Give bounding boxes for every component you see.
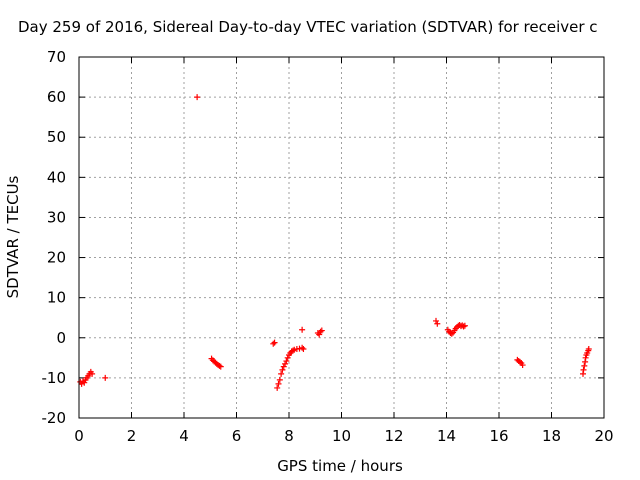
data-point — [271, 339, 278, 346]
y-tick-label: 0 — [56, 329, 66, 347]
x-tick-label: 14 — [437, 427, 456, 445]
x-tick-labels: 0 2 4 6 8 10 12 14 16 18 20 — [74, 427, 613, 445]
data-point — [519, 362, 526, 369]
y-tick-label: -20 — [42, 409, 67, 427]
x-tick-label: 16 — [489, 427, 508, 445]
y-tick-label: 70 — [47, 48, 66, 66]
y-axis-label: SDTVAR / TECUs — [4, 175, 22, 298]
x-tick-label: 6 — [232, 427, 242, 445]
x-tick-label: 0 — [74, 427, 84, 445]
data-point — [78, 380, 85, 387]
data-point — [582, 354, 589, 361]
x-tick-label: 2 — [127, 427, 137, 445]
data-point — [280, 363, 287, 370]
y-tick-labels: -20 -10 0 10 20 30 40 50 60 70 — [42, 48, 67, 427]
y-tick-label: 20 — [47, 249, 66, 267]
data-point — [300, 346, 307, 353]
data-point — [581, 362, 588, 369]
data-point — [278, 370, 285, 377]
data-point — [517, 358, 523, 365]
x-tick-label: 20 — [594, 427, 613, 445]
data-point — [81, 379, 88, 386]
data-point — [461, 322, 468, 329]
x-axis-label: GPS time / hours — [277, 457, 403, 475]
x-tick-label: 8 — [284, 427, 294, 445]
data-point — [276, 376, 283, 383]
data-point — [194, 94, 201, 101]
data-point — [284, 354, 291, 361]
data-point — [460, 323, 467, 330]
data-point — [434, 320, 441, 327]
data-point — [283, 358, 290, 365]
x-tick-label: 12 — [384, 427, 403, 445]
y-tick-label: 10 — [47, 289, 66, 307]
x-tick-label: 10 — [332, 427, 351, 445]
data-point — [102, 374, 109, 381]
data-point — [316, 331, 323, 338]
data-point — [282, 360, 289, 367]
y-tick-label: 30 — [47, 208, 66, 226]
chart-title: Day 259 of 2016, Sidereal Day-to-day VTE… — [18, 18, 598, 36]
data-point — [448, 330, 455, 337]
data-point — [299, 326, 306, 333]
data-point — [580, 366, 587, 373]
data-point — [318, 327, 325, 334]
data-points — [77, 94, 592, 391]
y-tick-label: 50 — [47, 128, 66, 146]
data-point — [274, 384, 281, 391]
data-point — [317, 328, 324, 335]
data-point — [279, 366, 286, 373]
data-point — [89, 370, 96, 377]
data-point — [291, 346, 298, 353]
y-tick-label: 60 — [47, 88, 66, 106]
data-point — [270, 340, 277, 347]
grid-lines — [79, 57, 604, 418]
data-point — [217, 363, 224, 370]
data-point — [299, 344, 306, 351]
y-tick-label: 40 — [47, 168, 66, 186]
data-point — [275, 380, 282, 387]
plot-frame — [78, 56, 605, 419]
data-point — [289, 347, 296, 354]
data-point — [585, 346, 592, 353]
x-tick-label: 4 — [179, 427, 189, 445]
x-tick-label: 18 — [542, 427, 561, 445]
y-tick-label: -10 — [42, 369, 67, 387]
data-point — [216, 362, 223, 369]
data-point — [433, 317, 439, 324]
